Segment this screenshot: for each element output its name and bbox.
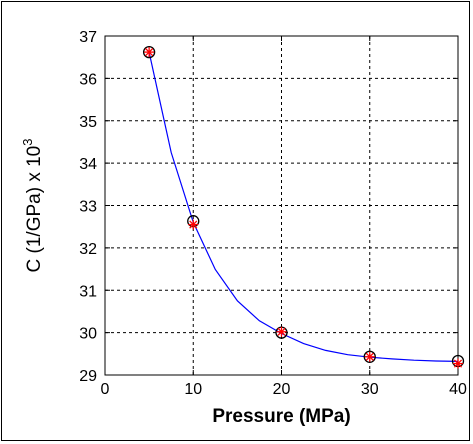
y-tick-label: 31: [79, 283, 97, 300]
star-stroke: [453, 359, 463, 368]
data-point-circle: [142, 45, 156, 59]
y-tick-label: 36: [79, 71, 97, 88]
series: [142, 45, 465, 369]
data-point-star: [453, 358, 463, 369]
x-tick-label: 20: [273, 381, 291, 398]
data-point-star: [364, 351, 375, 362]
grid: [105, 36, 458, 375]
y-tick-label: 37: [79, 29, 97, 46]
ticks: 0 10 20 30 40 29 30 31 32 33 34 35 36 37: [79, 29, 467, 398]
x-tick-label: 30: [361, 381, 379, 398]
circle-marker: [142, 45, 156, 59]
x-axis-label: Pressure (MPa): [212, 406, 350, 427]
star-stroke: [189, 220, 198, 229]
y-tick-label: 29: [79, 368, 97, 385]
fit-curve: [148, 51, 459, 362]
y-axis-label-exponent: 3: [20, 139, 35, 146]
data-point-circle: [363, 350, 376, 363]
data-point-star: [144, 47, 155, 58]
y-tick-label: 32: [79, 241, 97, 258]
y-tick-label: 35: [79, 114, 97, 131]
x-tick-label: 10: [184, 381, 202, 398]
y-tick-label: 33: [79, 199, 97, 216]
y-axis-label-base: C (1/GPa) x 10: [24, 146, 45, 273]
star-stroke: [277, 327, 286, 336]
star-stroke: [145, 48, 154, 57]
star-stroke: [365, 352, 374, 361]
circle-marker: [363, 350, 376, 363]
x-tick-label: 40: [449, 381, 467, 398]
y-tick-label: 34: [79, 156, 97, 173]
data-point-star: [276, 326, 287, 337]
y-axis-label: C (1/GPa) x 103: [20, 139, 45, 273]
y-tick-label: 30: [79, 326, 97, 343]
x-tick-label: 0: [101, 381, 110, 398]
data-point-star: [188, 219, 199, 230]
